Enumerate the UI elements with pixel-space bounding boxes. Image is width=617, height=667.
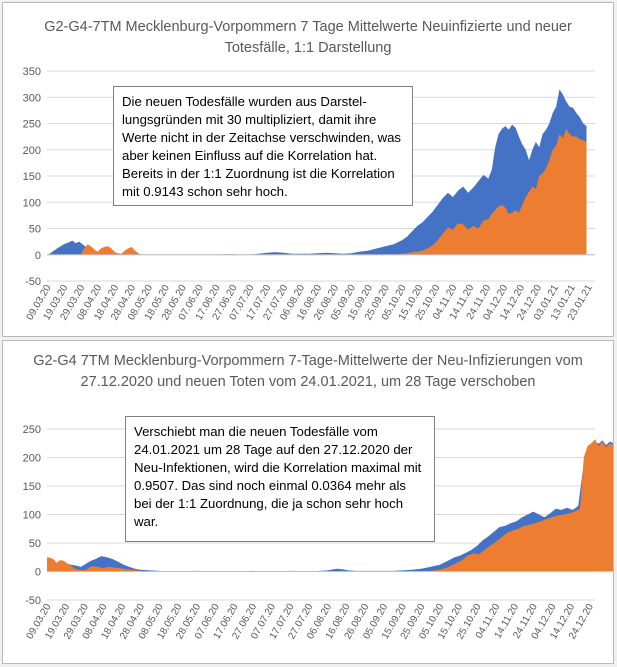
y-tick-label: 150	[23, 481, 41, 493]
chart-top-annotation: Die neuen Todesfälle wurden aus Darstel-…	[113, 86, 413, 206]
y-tick-label: 350	[23, 66, 41, 78]
chart-bottom-title: G2-G4 7TM Mecklenburg-Vorpommern 7-Tage-…	[33, 353, 583, 390]
y-tick-label: -50	[25, 276, 41, 288]
y-tick-label: 50	[29, 538, 41, 550]
chart-bottom-plot: -5005010015020025009.03.2019.03.2029.03.…	[23, 424, 613, 641]
y-tick-label: 250	[23, 119, 41, 131]
chart-bottom-annotation: Verschiebt man die neuen Todesfälle vom …	[125, 416, 435, 542]
y-tick-label: 250	[23, 424, 41, 436]
y-tick-label: 150	[23, 171, 41, 183]
y-tick-label: -50	[25, 595, 41, 607]
y-tick-label: 50	[29, 224, 41, 236]
series-area	[47, 439, 613, 572]
y-tick-label: 200	[23, 145, 41, 157]
y-tick-label: 0	[35, 250, 41, 262]
series-area	[47, 128, 587, 255]
y-tick-label: 100	[23, 197, 41, 209]
chart-top-title: G2-G4-7TM Mecklenburg-Vorpommern 7 Tage …	[44, 19, 572, 56]
y-tick-label: 100	[23, 510, 41, 522]
chart-panel-top: -50 0 50 100 150 200 250 300 350 09.03.20 19.03.20…	[2, 2, 614, 337]
y-tick-label: 200	[23, 453, 41, 465]
y-tick-label: 300	[23, 92, 41, 104]
chart-panel-bottom: -50 0 50 100 150 200 250 09.03.20 19.03.20 29.03.…	[2, 340, 614, 664]
y-tick-label: 0	[35, 567, 41, 579]
series-area	[47, 89, 587, 255]
